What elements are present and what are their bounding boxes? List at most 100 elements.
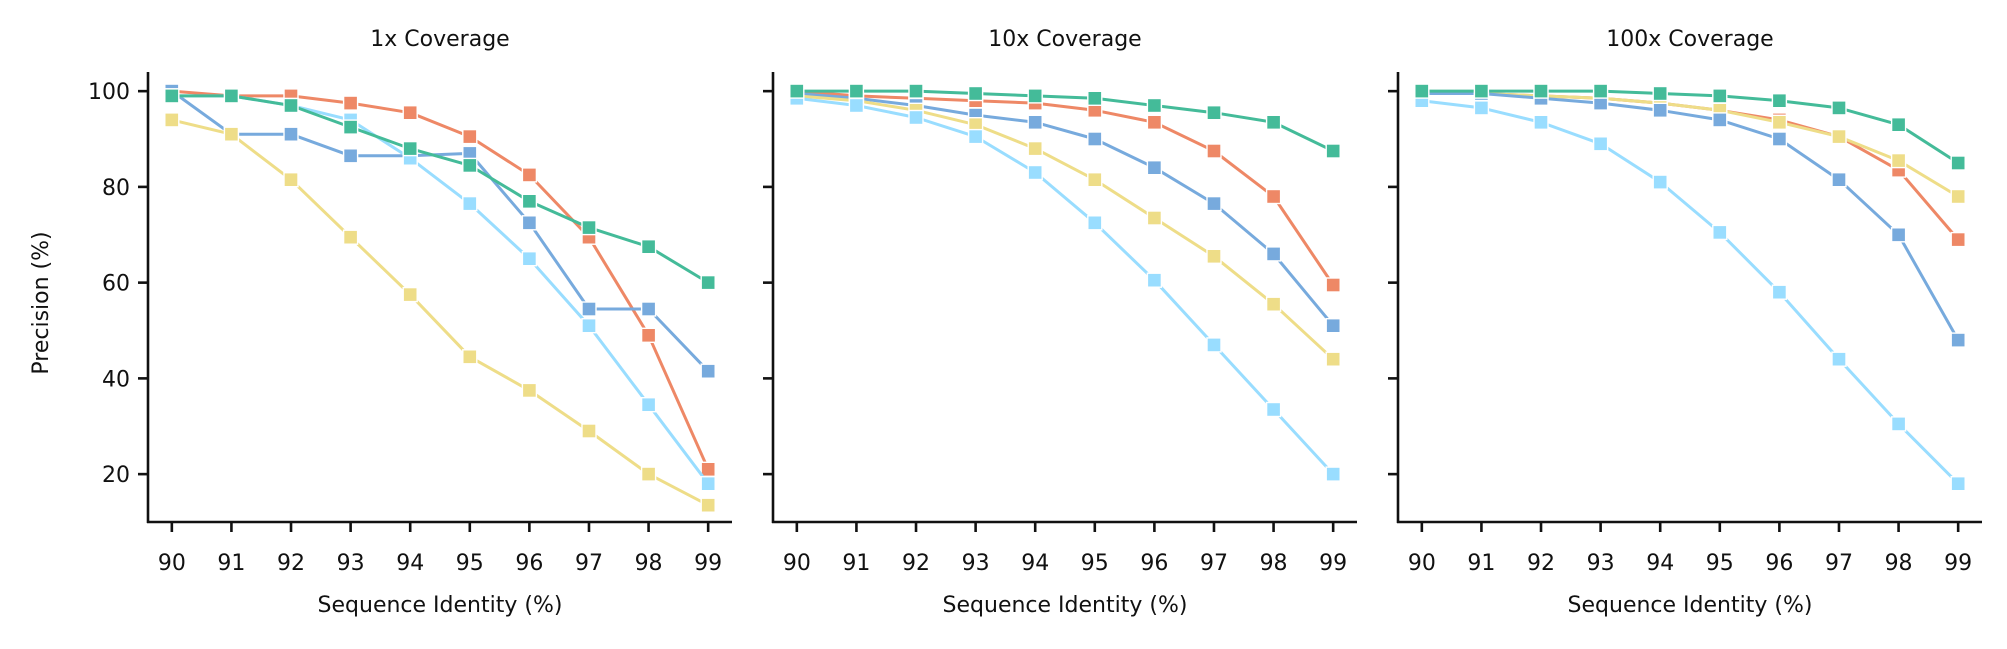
data-point xyxy=(521,167,538,183)
data-point xyxy=(1206,248,1222,265)
data-point xyxy=(1950,155,1966,171)
series-1 xyxy=(789,83,1341,293)
data-point xyxy=(1712,88,1728,104)
series-5 xyxy=(789,83,1341,159)
series-3 xyxy=(1414,85,1966,348)
data-point xyxy=(1533,83,1549,99)
data-point xyxy=(342,229,359,245)
y-axis-label: Precision (%) xyxy=(29,231,54,374)
series-line xyxy=(796,89,1334,153)
data-point xyxy=(581,301,597,317)
series-4 xyxy=(1414,92,1966,492)
x-tick-label: 96 xyxy=(515,551,543,576)
data-point xyxy=(1027,114,1043,131)
data-point xyxy=(164,112,180,128)
data-point xyxy=(640,397,657,413)
data-point xyxy=(1206,104,1222,121)
x-axis-label: Sequence Identity (%) xyxy=(1568,593,1813,618)
y-tick-label: 80 xyxy=(102,176,130,201)
data-point xyxy=(640,327,657,343)
data-point xyxy=(700,476,716,492)
panel-2: 10x Coverage 90 91 92 93 94 95 96 97 98 99 Sequence… xyxy=(763,27,1357,618)
data-point xyxy=(1950,231,1966,248)
data-point xyxy=(1652,85,1668,102)
series-1 xyxy=(164,83,716,477)
x-tick-label: 96 xyxy=(1765,551,1793,576)
series-5 xyxy=(1414,83,1966,171)
data-point xyxy=(1890,116,1907,133)
data-point xyxy=(1027,164,1043,181)
data-point xyxy=(1771,92,1788,109)
data-point xyxy=(1146,210,1163,226)
series-2 xyxy=(164,83,716,379)
data-point xyxy=(1087,131,1103,147)
x-tick-label: 92 xyxy=(1527,551,1555,576)
data-point xyxy=(640,466,657,482)
x-tick-label: 97 xyxy=(575,551,603,576)
panel-1: 1x Coverage 20 40 60 80 100 90 91 92 93 94 95 96 97 98… xyxy=(88,27,732,618)
y-tick-label: 20 xyxy=(102,463,130,488)
data-point xyxy=(700,363,716,379)
data-point xyxy=(1473,100,1490,116)
x-tick-label: 96 xyxy=(1140,551,1168,576)
series-3 xyxy=(164,88,716,492)
x-axis-label: Sequence Identity (%) xyxy=(943,593,1188,618)
x-tick-label: 90 xyxy=(783,551,811,576)
data-point xyxy=(1265,114,1282,131)
x-tick-label: 90 xyxy=(1408,551,1436,576)
data-point xyxy=(967,85,984,102)
data-point xyxy=(1146,272,1163,288)
data-point xyxy=(1325,466,1341,482)
x-tick-label: 98 xyxy=(635,551,663,576)
data-point xyxy=(342,148,359,164)
x-tick-label: 93 xyxy=(1587,551,1615,576)
data-point xyxy=(581,423,597,439)
series-line xyxy=(796,89,1335,286)
data-point xyxy=(848,97,865,114)
data-point xyxy=(402,140,418,157)
data-point xyxy=(1712,112,1728,128)
x-tick-label: 90 xyxy=(158,551,186,576)
data-point xyxy=(1771,284,1788,300)
data-point xyxy=(1831,351,1847,367)
x-tick-label: 92 xyxy=(902,551,930,576)
data-point xyxy=(283,97,299,114)
data-point xyxy=(908,83,924,99)
data-point xyxy=(521,215,538,231)
data-point xyxy=(1533,114,1549,131)
x-tick-label: 97 xyxy=(1825,551,1853,576)
x-tick-label: 95 xyxy=(1706,551,1734,576)
data-point xyxy=(1206,337,1222,353)
y-tick-label: 100 xyxy=(88,80,130,105)
data-point xyxy=(1206,195,1222,212)
data-point xyxy=(1265,296,1282,312)
data-point xyxy=(521,382,538,399)
series-line xyxy=(171,118,709,507)
series-5 xyxy=(164,88,716,291)
data-point xyxy=(402,286,418,303)
data-point xyxy=(581,318,597,334)
series-2 xyxy=(1414,85,1966,205)
data-point xyxy=(1831,171,1847,188)
x-tick-label: 93 xyxy=(337,551,365,576)
data-point xyxy=(1950,188,1966,205)
panel-3: 100x Coverage 90 91 92 93 94 95 96 97 98 99 Sequenc… xyxy=(1388,27,1982,618)
data-point xyxy=(908,109,924,126)
data-point xyxy=(848,83,865,99)
data-point xyxy=(521,250,538,267)
data-point xyxy=(700,274,716,291)
panel-title: 10x Coverage xyxy=(988,27,1141,52)
series-line xyxy=(1421,92,1960,341)
x-tick-label: 91 xyxy=(1467,551,1495,576)
data-point xyxy=(1265,246,1282,262)
data-point xyxy=(1592,136,1609,152)
data-point xyxy=(1027,88,1043,104)
data-point xyxy=(223,88,240,104)
x-tick-label: 94 xyxy=(1021,551,1049,576)
data-point xyxy=(1831,128,1847,145)
data-point xyxy=(402,104,418,121)
series-2 xyxy=(789,85,1341,334)
data-point xyxy=(164,88,180,104)
data-point xyxy=(1146,97,1163,114)
